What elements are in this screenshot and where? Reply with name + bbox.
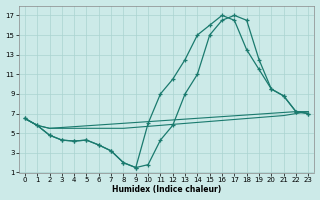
X-axis label: Humidex (Indice chaleur): Humidex (Indice chaleur) [112,185,221,194]
